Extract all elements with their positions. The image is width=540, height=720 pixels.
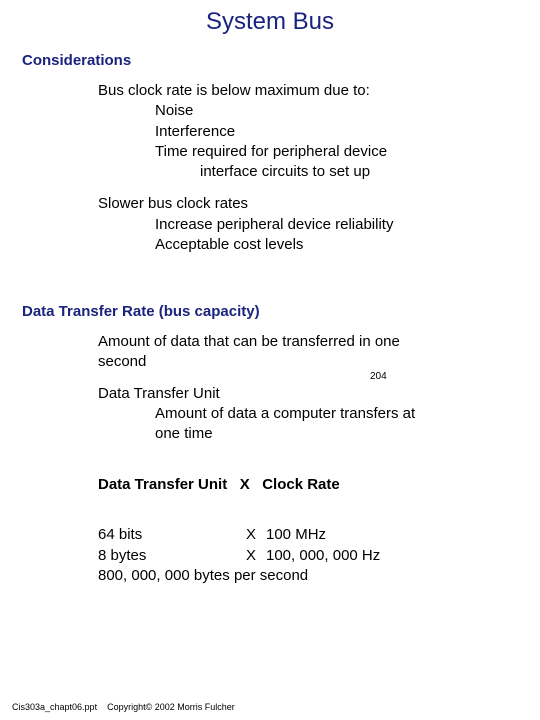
s1-sub3a: Time required for peripheral device (155, 142, 540, 162)
s1-sub2: Interference (155, 122, 540, 142)
s1-sub3b: interface circuits to set up (200, 162, 540, 182)
s1-sub4: Increase peripheral device reliability (155, 215, 540, 235)
calc1-b: 100 MHz (266, 526, 326, 543)
s1-sub5: Acceptable cost levels (155, 235, 540, 255)
section-heading-dtr: Data Transfer Rate (bus capacity) (22, 303, 540, 320)
s1-line1: Bus clock rate is below maximum due to: (98, 81, 540, 101)
section-heading-considerations: Considerations (22, 52, 540, 69)
calc1-a: 64 bits (98, 525, 246, 545)
s2-line2: Data Transfer Unit (98, 384, 540, 404)
calc-row-2: 8 bytesX100, 000, 000 Hz (98, 546, 540, 566)
calc2-a: 8 bytes (98, 546, 246, 566)
page-title: System Bus (0, 8, 540, 36)
page-number: 204 (370, 371, 540, 382)
s2-sub1a: Amount of data a computer transfers at (155, 404, 540, 424)
s1-sub1: Noise (155, 101, 540, 121)
formula: Data Transfer Unit X Clock Rate (98, 476, 540, 493)
calc-row-1: 64 bitsX100 MHz (98, 525, 540, 545)
calc2-b: 100, 000, 000 Hz (266, 547, 380, 564)
calc1-x: X (246, 525, 266, 545)
s2-line1a: Amount of data that can be transferred i… (98, 332, 540, 352)
calc2-x: X (246, 546, 266, 566)
s2-sub1b: one time (155, 424, 540, 444)
s2-line1b: second (98, 352, 540, 372)
s1-line2: Slower bus clock rates (98, 194, 540, 214)
footer: Cis303a_chapt06.ppt Copyright© 2002 Morr… (12, 702, 235, 712)
calc-row-3: 800, 000, 000 bytes per second (98, 566, 540, 586)
